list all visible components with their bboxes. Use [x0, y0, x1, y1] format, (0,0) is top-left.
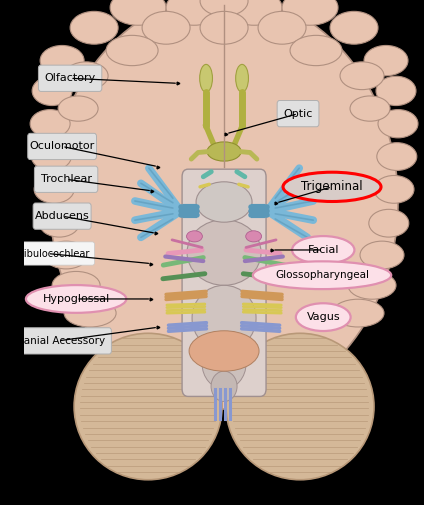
Ellipse shape — [106, 35, 158, 66]
Ellipse shape — [187, 231, 202, 242]
Text: Abducens: Abducens — [35, 211, 89, 221]
Ellipse shape — [376, 76, 416, 106]
Ellipse shape — [52, 272, 100, 299]
Ellipse shape — [200, 65, 212, 92]
Ellipse shape — [340, 62, 384, 90]
Ellipse shape — [34, 175, 74, 203]
FancyBboxPatch shape — [28, 133, 97, 160]
Ellipse shape — [200, 11, 248, 44]
Ellipse shape — [282, 0, 338, 25]
Text: Olfactory: Olfactory — [45, 73, 96, 83]
Text: Facial: Facial — [307, 245, 339, 255]
Ellipse shape — [348, 272, 396, 299]
Ellipse shape — [332, 299, 384, 327]
Ellipse shape — [283, 172, 381, 201]
FancyBboxPatch shape — [0, 242, 95, 265]
Text: Trigeminal: Trigeminal — [301, 180, 363, 193]
Ellipse shape — [166, 0, 222, 25]
Ellipse shape — [50, 0, 398, 409]
Ellipse shape — [290, 35, 342, 66]
FancyBboxPatch shape — [277, 100, 319, 127]
Ellipse shape — [192, 285, 256, 351]
Text: Optic: Optic — [283, 109, 313, 119]
Ellipse shape — [211, 371, 237, 401]
Ellipse shape — [31, 143, 71, 171]
Ellipse shape — [196, 182, 252, 222]
Ellipse shape — [377, 143, 417, 171]
Ellipse shape — [187, 220, 261, 285]
Ellipse shape — [64, 62, 108, 90]
Text: Oculomotor: Oculomotor — [30, 141, 95, 152]
Ellipse shape — [296, 303, 351, 331]
Ellipse shape — [364, 45, 408, 76]
Text: Vestibulocochlear: Vestibulocochlear — [4, 248, 90, 259]
FancyBboxPatch shape — [5, 328, 112, 354]
Text: Glossopharyngeal: Glossopharyngeal — [275, 270, 369, 280]
Ellipse shape — [202, 338, 246, 389]
Ellipse shape — [378, 110, 418, 138]
Ellipse shape — [30, 110, 70, 138]
Text: Cranial Accessory: Cranial Accessory — [11, 336, 105, 346]
Ellipse shape — [369, 209, 409, 237]
Ellipse shape — [360, 241, 404, 269]
Ellipse shape — [226, 333, 374, 480]
Ellipse shape — [236, 65, 248, 92]
Ellipse shape — [74, 333, 222, 480]
Ellipse shape — [374, 175, 414, 203]
Ellipse shape — [64, 299, 116, 327]
Ellipse shape — [32, 76, 72, 106]
Ellipse shape — [207, 142, 241, 161]
FancyBboxPatch shape — [182, 169, 266, 396]
Ellipse shape — [226, 0, 282, 25]
Ellipse shape — [58, 96, 98, 121]
FancyBboxPatch shape — [34, 166, 98, 192]
Ellipse shape — [39, 209, 79, 237]
Ellipse shape — [350, 96, 390, 121]
Ellipse shape — [200, 0, 248, 16]
Text: Trochlear: Trochlear — [41, 174, 92, 184]
Ellipse shape — [246, 231, 262, 242]
Ellipse shape — [258, 11, 306, 44]
FancyBboxPatch shape — [39, 65, 102, 91]
Text: Vagus: Vagus — [307, 312, 340, 322]
Ellipse shape — [26, 285, 126, 313]
Ellipse shape — [292, 236, 354, 264]
Ellipse shape — [70, 11, 118, 44]
Ellipse shape — [40, 45, 84, 76]
Ellipse shape — [44, 241, 88, 269]
Ellipse shape — [110, 0, 166, 25]
Ellipse shape — [253, 262, 391, 289]
Ellipse shape — [189, 331, 259, 371]
Text: Hypoglossal: Hypoglossal — [42, 294, 110, 304]
FancyBboxPatch shape — [33, 203, 91, 229]
Ellipse shape — [330, 11, 378, 44]
Ellipse shape — [142, 11, 190, 44]
